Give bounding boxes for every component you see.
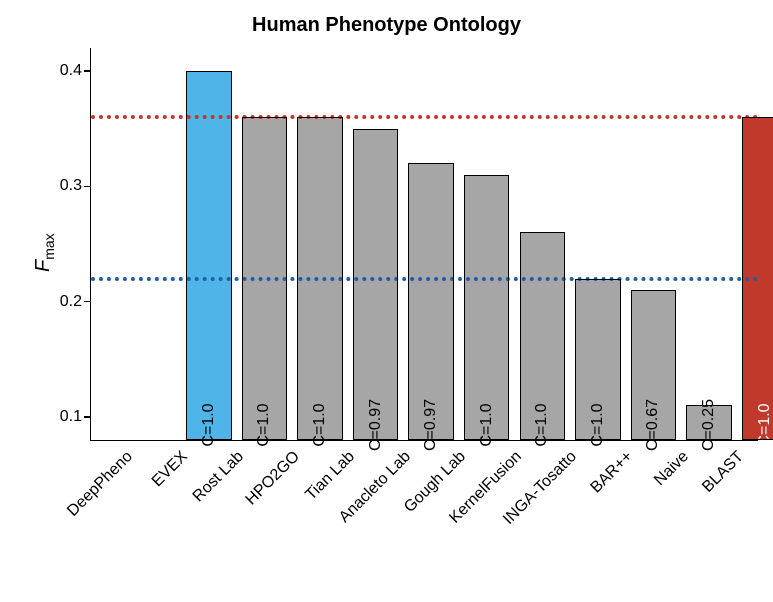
y-tick-mark [84,301,90,303]
y-tick-label: 0.1 [60,408,82,426]
chart-title: Human Phenotype Ontology [0,14,773,37]
bar-outline [631,290,677,440]
bar-outline [186,71,232,440]
bar-outline [464,175,510,440]
plot-area: C=1.0C=1.0C=1.0C=0.97C=0.97C=1.0C=1.0C=1… [90,48,758,441]
bar-outline [242,117,288,440]
y-tick-label: 0.2 [60,293,82,311]
bar-outline [686,405,732,440]
bar-outline [520,232,566,440]
bar-outline [742,117,773,440]
y-tick-label: 0.3 [60,177,82,195]
bar-outline [297,117,343,440]
y-axis-label: Fmax [32,233,57,272]
bar-outline [408,163,454,440]
y-tick-mark [84,416,90,418]
chart-container: Human Phenotype Ontology Fmax C=1.0C=1.0… [0,0,773,573]
y-tick-mark [84,70,90,72]
y-tick-mark [84,186,90,188]
y-tick-label: 0.4 [60,62,82,80]
bar-outline [575,279,621,440]
bar-outline [353,129,399,440]
